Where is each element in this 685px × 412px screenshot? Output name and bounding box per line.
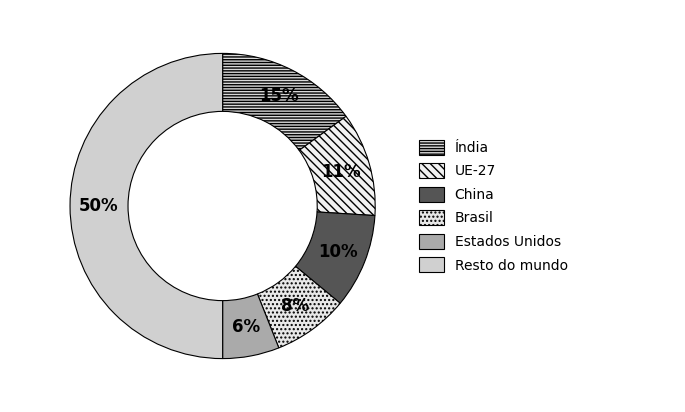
Wedge shape <box>70 54 223 358</box>
Wedge shape <box>295 212 375 303</box>
Legend: Índia, UE-27, China, Brasil, Estados Unidos, Resto do mundo: Índia, UE-27, China, Brasil, Estados Uni… <box>419 140 568 272</box>
Wedge shape <box>258 266 340 348</box>
Text: 10%: 10% <box>318 243 358 260</box>
Text: 11%: 11% <box>321 162 361 180</box>
Wedge shape <box>223 54 346 150</box>
Wedge shape <box>299 116 375 215</box>
Text: 15%: 15% <box>259 87 299 105</box>
Text: 50%: 50% <box>79 197 119 215</box>
Wedge shape <box>223 294 279 358</box>
Text: 6%: 6% <box>232 318 260 337</box>
Text: 8%: 8% <box>282 297 310 315</box>
